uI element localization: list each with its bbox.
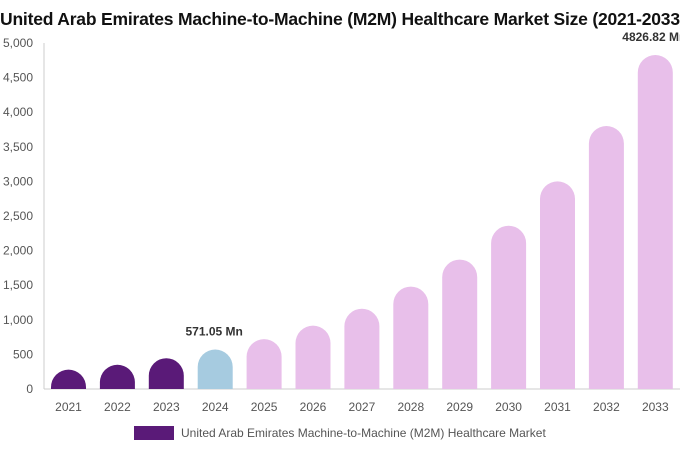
bar-2023 — [148, 358, 184, 389]
data-label-2033: 4826.82 Mn — [622, 30, 680, 44]
legend: United Arab Emirates Machine-to-Machine … — [134, 425, 546, 441]
bars — [51, 54, 673, 390]
bar-2026 — [295, 325, 331, 389]
x-tick-label: 2028 — [397, 400, 424, 414]
chart-title: United Arab Emirates Machine-to-Machine … — [0, 9, 680, 29]
x-tick-label: 2021 — [55, 400, 82, 414]
y-tick-label: 5,000 — [3, 36, 33, 50]
x-tick-label: 2024 — [202, 400, 229, 414]
bar-2025 — [246, 339, 282, 389]
data-label-2024: 571.05 Mn — [186, 324, 243, 338]
x-tick-label: 2031 — [544, 400, 571, 414]
y-tick-label: 2,000 — [3, 244, 33, 258]
bar-2031 — [540, 181, 575, 389]
y-tick-label: 3,500 — [3, 140, 33, 154]
x-tick-label: 2025 — [251, 400, 278, 414]
x-tick-label: 2030 — [495, 400, 522, 414]
bar-2029 — [442, 259, 478, 389]
data-labels: 571.05 Mn 4826.82 Mn — [186, 30, 680, 338]
x-tick-label: 2022 — [104, 400, 131, 414]
bar-2032 — [588, 126, 624, 389]
x-tick-label: 2026 — [300, 400, 327, 414]
x-tick-label: 2032 — [593, 400, 620, 414]
y-tick-label: 2,500 — [3, 209, 33, 223]
legend-label: United Arab Emirates Machine-to-Machine … — [181, 426, 546, 440]
y-tick-label: 4,000 — [3, 105, 33, 119]
x-tick-label: 2023 — [153, 400, 180, 414]
y-tick-label: 500 — [13, 347, 33, 361]
bar-2033 — [637, 54, 673, 390]
bar-2024 — [197, 349, 233, 389]
legend-swatch — [134, 426, 174, 440]
x-tick-label: 2029 — [446, 400, 473, 414]
y-axis: 0 500 1,000 1,500 2,000 2,500 3,000 3,500 4,000 4… — [3, 36, 45, 396]
y-tick-label: 3,000 — [3, 174, 33, 188]
y-tick-label: 1,000 — [3, 313, 33, 327]
y-tick-label: 4,500 — [3, 71, 33, 85]
x-axis: 2021 2022 2023 2024 2025 2026 2027 2028 2029 2030… — [44, 388, 680, 414]
bar-2027 — [344, 308, 380, 389]
bar-2022 — [99, 364, 135, 389]
y-tick-label: 0 — [26, 382, 33, 396]
bar-2021 — [51, 369, 86, 389]
bar-2028 — [393, 286, 429, 389]
y-tick-label: 1,500 — [3, 278, 33, 292]
x-tick-label: 2033 — [642, 400, 669, 414]
bar-2030 — [491, 225, 527, 389]
x-tick-label: 2027 — [349, 400, 376, 414]
